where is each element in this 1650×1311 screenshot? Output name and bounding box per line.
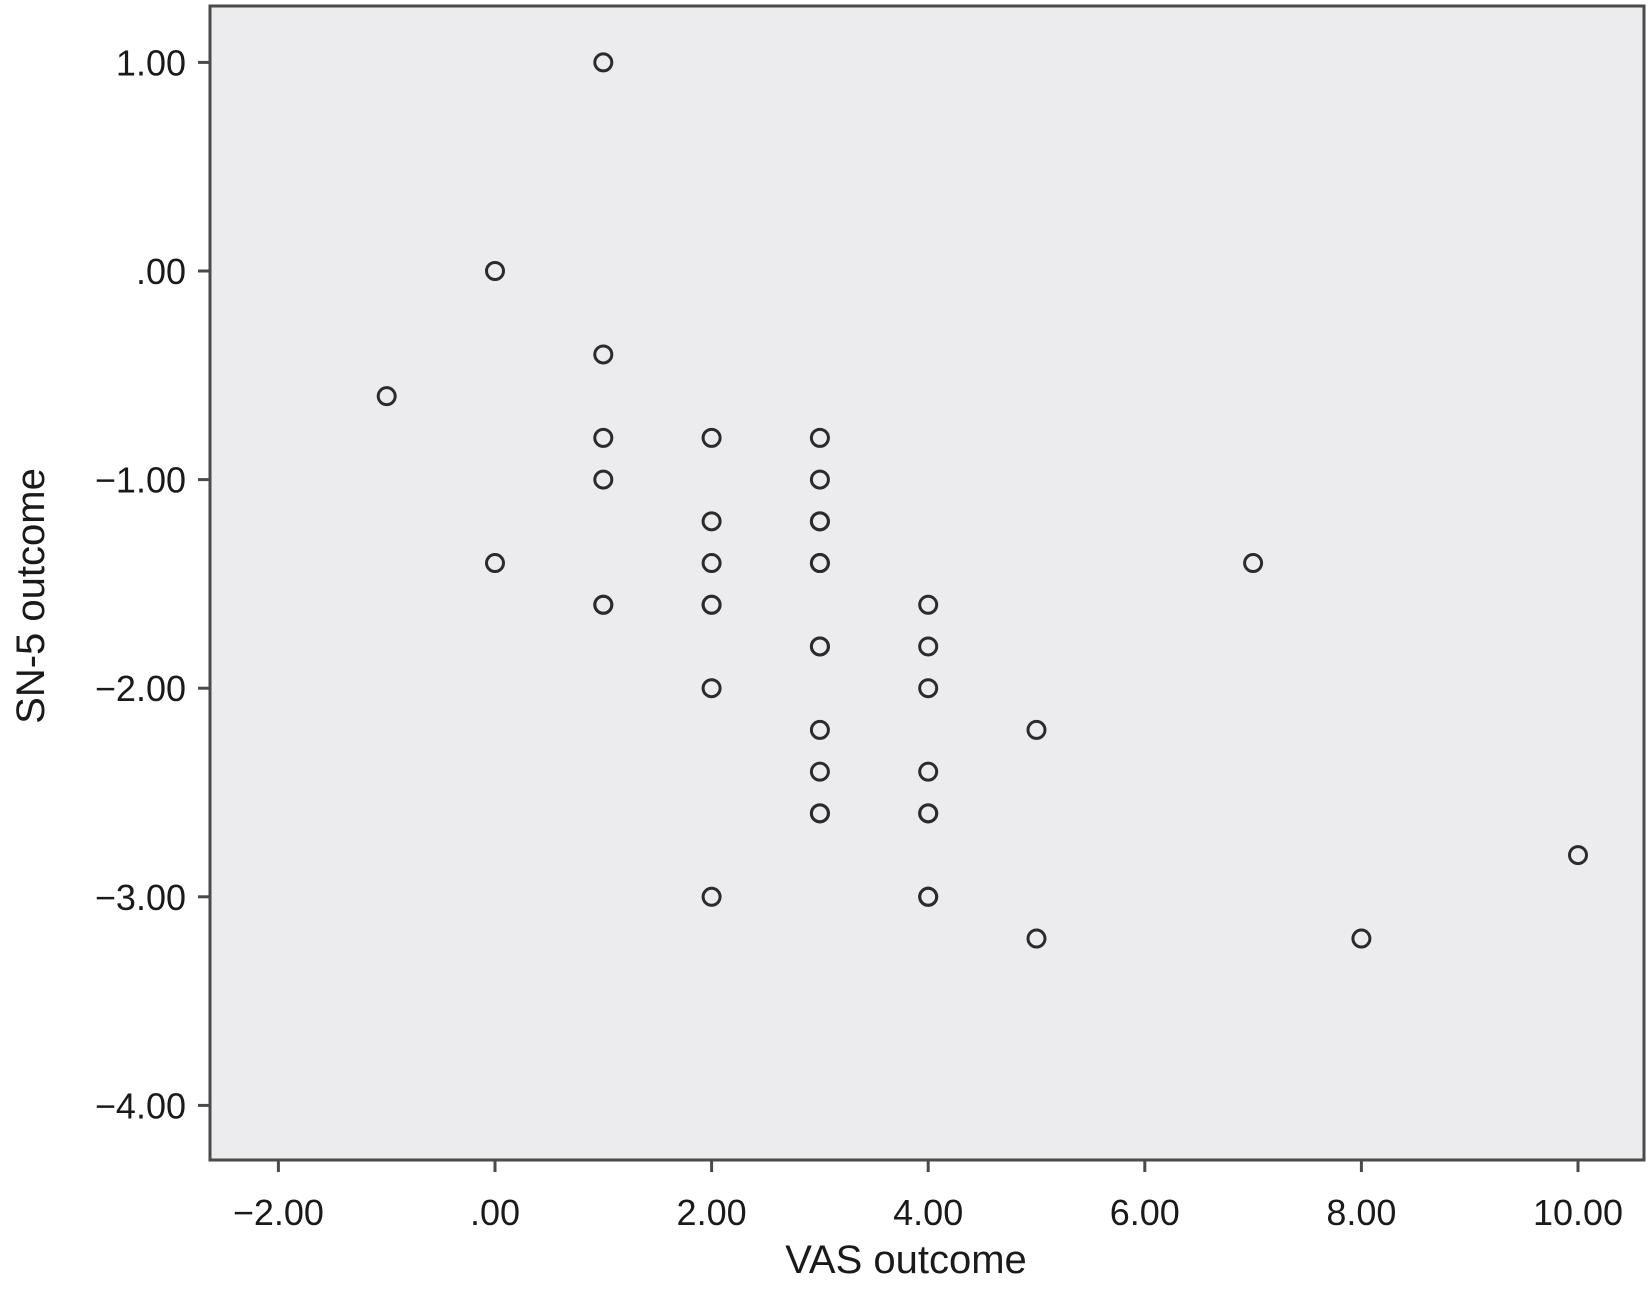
data-point bbox=[1026, 719, 1047, 740]
data-point bbox=[809, 469, 830, 490]
x-axis-label: VAS outcome bbox=[785, 1238, 1027, 1282]
data-point bbox=[701, 886, 722, 907]
data-points bbox=[376, 52, 1588, 949]
y-tick-label: .00 bbox=[136, 251, 186, 292]
y-axis: 1.00 .00 −1.00 −2.00 −3.00 −4.00 bbox=[95, 42, 210, 1126]
data-point bbox=[1243, 553, 1264, 574]
data-point bbox=[1568, 845, 1588, 866]
x-tick-label: 10.00 bbox=[1533, 1192, 1623, 1233]
data-point bbox=[701, 553, 722, 574]
data-point bbox=[593, 52, 614, 73]
data-point bbox=[485, 553, 505, 574]
data-point bbox=[376, 386, 397, 407]
data-point bbox=[593, 344, 614, 365]
data-point bbox=[809, 761, 830, 782]
x-tick-label: 2.00 bbox=[677, 1192, 747, 1233]
plot-area bbox=[208, 4, 1646, 1162]
y-tick-label: −2.00 bbox=[95, 668, 186, 709]
y-axis-label: SN-5 outcome bbox=[9, 468, 53, 724]
data-point bbox=[593, 594, 614, 615]
data-point bbox=[918, 678, 939, 699]
y-tick-label: −4.00 bbox=[95, 1085, 186, 1126]
data-point bbox=[918, 594, 939, 615]
data-point bbox=[1026, 928, 1047, 949]
x-tick-label: −2.00 bbox=[233, 1192, 324, 1233]
data-point bbox=[809, 553, 830, 574]
data-point bbox=[809, 719, 830, 740]
y-tick-label: −3.00 bbox=[95, 877, 186, 918]
y-tick-label: 1.00 bbox=[116, 42, 186, 83]
y-tick-label: −1.00 bbox=[95, 460, 186, 501]
data-point bbox=[918, 636, 939, 657]
data-point bbox=[485, 261, 505, 281]
data-point bbox=[918, 803, 939, 824]
x-tick-label: 8.00 bbox=[1326, 1192, 1396, 1233]
data-point bbox=[593, 469, 614, 490]
data-point bbox=[701, 594, 722, 615]
data-point bbox=[809, 803, 830, 824]
data-point bbox=[809, 427, 830, 448]
data-point bbox=[701, 678, 722, 699]
x-tick-label: 4.00 bbox=[893, 1192, 963, 1233]
data-point bbox=[1351, 928, 1372, 949]
data-point bbox=[809, 511, 830, 532]
data-point bbox=[701, 511, 722, 532]
data-point bbox=[918, 886, 939, 907]
data-point bbox=[701, 427, 722, 448]
data-point bbox=[918, 761, 939, 782]
x-tick-label: .00 bbox=[470, 1192, 520, 1233]
data-point bbox=[593, 427, 614, 448]
x-axis: −2.00 .00 2.00 4.00 6.00 8.00 10.00 bbox=[233, 1160, 1623, 1233]
x-tick-label: 6.00 bbox=[1110, 1192, 1180, 1233]
data-point bbox=[809, 636, 830, 657]
